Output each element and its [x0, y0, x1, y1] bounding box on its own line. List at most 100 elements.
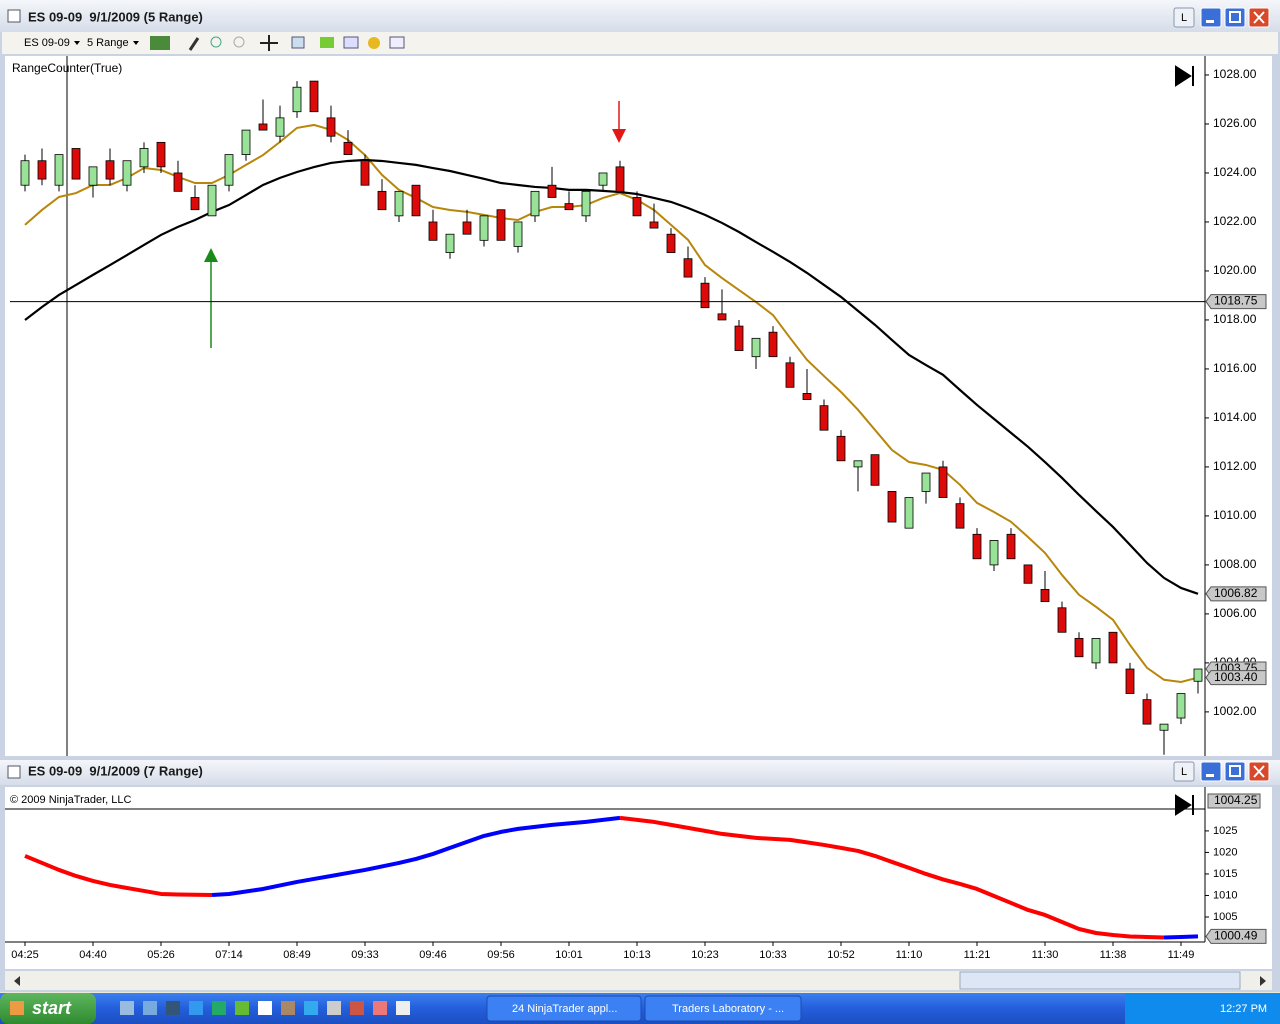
- indicator-line: [24, 854, 213, 898]
- indicator-line: [1163, 934, 1199, 940]
- copyright: © 2009 NinjaTrader, LLC: [10, 794, 131, 806]
- candle-body: [377, 190, 387, 211]
- minimize-button[interactable]: [1200, 7, 1222, 28]
- instrument-select[interactable]: ES 09-09: [24, 37, 70, 49]
- buy-arrowhead: [204, 248, 218, 262]
- candle-body: [309, 80, 319, 113]
- candle-body: [955, 503, 965, 529]
- candle-body: [292, 86, 302, 113]
- window-title: ES 09-09 9/1/2009 (7 Range): [28, 763, 203, 778]
- app-icon: [7, 9, 21, 23]
- candle-body: [887, 491, 897, 523]
- lock-button[interactable]: [1173, 761, 1195, 782]
- price-marker-label: 1018.75: [1214, 294, 1258, 308]
- icon: [1206, 774, 1214, 777]
- price-chart: 1002.001004.001006.001008.001010.001012.…: [10, 67, 1267, 755]
- title-bar: [0, 0, 1280, 32]
- x-tick-label: 10:33: [759, 949, 787, 961]
- quick-launch[interactable]: [120, 1001, 410, 1015]
- price-marker: [1205, 928, 1267, 944]
- crosshair-label: 1004.25: [1214, 793, 1258, 807]
- candle-body: [1057, 607, 1067, 633]
- candle-body: [173, 172, 183, 192]
- candle-body: [649, 221, 659, 229]
- maximize-button[interactable]: [1224, 7, 1246, 28]
- indicator-chart: 1005 1010 1015 1020 1025 04:25 04:40 05:26 07:14…: [11, 815, 1267, 961]
- candle-body: [683, 258, 693, 278]
- lock-button-label: L: [1181, 12, 1187, 24]
- candle-body: [241, 129, 251, 155]
- sell-arrowhead: [612, 129, 626, 143]
- icon: [1253, 11, 1265, 24]
- price-marker-label: 1003.40: [1214, 670, 1258, 684]
- candle-body: [462, 221, 472, 235]
- x-tick-label: 11:30: [1032, 949, 1059, 961]
- x-tick-label: 10:52: [827, 949, 855, 961]
- indicator-line: [619, 815, 1165, 940]
- candle-body: [445, 233, 455, 253]
- x-tick-label: 07:14: [215, 949, 243, 961]
- icon: [1229, 11, 1241, 23]
- scroll-thumb[interactable]: [959, 971, 1241, 990]
- maximize-button[interactable]: [1224, 761, 1246, 782]
- y-tick-label: 1002.00: [1213, 704, 1257, 718]
- scrollbar[interactable]: [5, 971, 1272, 990]
- candle-body: [547, 184, 557, 198]
- x-tick-label: 09:56: [487, 949, 515, 961]
- y-tick-label: 1014.00: [1213, 410, 1257, 424]
- candle-body: [1108, 631, 1118, 664]
- candle-body: [343, 141, 353, 155]
- price-marker: [1205, 670, 1267, 686]
- task-button[interactable]: [644, 995, 802, 1022]
- candle-body: [785, 362, 795, 388]
- task-label: 24 NinjaTrader appl...: [512, 1003, 617, 1015]
- candle-body: [768, 331, 778, 358]
- price-marker-label: 1006.82: [1214, 586, 1258, 600]
- candle-body: [122, 160, 132, 186]
- candle-body: [360, 160, 370, 186]
- start-button[interactable]: [0, 993, 96, 1024]
- window-buttons: L: [1173, 7, 1270, 28]
- scroll-end-icon[interactable]: [1175, 794, 1194, 816]
- candle-body: [1193, 668, 1203, 682]
- candle-body: [564, 203, 574, 211]
- candle-body: [581, 190, 591, 217]
- x-tick-label: 11:10: [896, 949, 923, 961]
- candle-body: [37, 160, 47, 180]
- clock: 12:27 PM: [1220, 1003, 1267, 1015]
- candle-body: [836, 435, 846, 462]
- candle-body: [904, 497, 914, 529]
- y-tick-label: 1026.00: [1213, 116, 1257, 130]
- minimize-button[interactable]: [1200, 761, 1222, 782]
- signal-arrows: [204, 101, 626, 348]
- y-tick-label: 1016.00: [1213, 361, 1257, 375]
- task-button[interactable]: [486, 995, 642, 1022]
- y-tick-label: 1028.00: [1213, 67, 1257, 81]
- x-tick-label: 11:38: [1100, 949, 1127, 961]
- candle-body: [1142, 699, 1152, 725]
- candle-body: [139, 148, 149, 168]
- candle-body: [156, 141, 166, 168]
- period-select[interactable]: 5 Range: [87, 37, 129, 49]
- lock-button[interactable]: [1173, 7, 1195, 28]
- candle-body: [1091, 637, 1101, 664]
- candle-body: [751, 337, 761, 358]
- x-tick-label: 08:49: [283, 949, 311, 961]
- x-tick-label: 10:23: [691, 949, 719, 961]
- y-tick-label: 1010.00: [1213, 508, 1257, 522]
- scroll-end-icon[interactable]: [1175, 65, 1194, 87]
- candle-body: [734, 325, 744, 351]
- y-tick-label: 1025: [1213, 825, 1237, 837]
- candle-body: [496, 209, 506, 241]
- candle-body: [1040, 589, 1050, 603]
- candle-body: [598, 172, 608, 186]
- y-tick-label: 1020.00: [1213, 263, 1257, 277]
- x-tick-label: 10:13: [623, 949, 651, 961]
- task-label: Traders Laboratory - ...: [672, 1003, 784, 1015]
- x-tick-label: 05:26: [147, 949, 175, 961]
- toolbar-icons[interactable]: [150, 35, 405, 51]
- x-tick-label: 10:01: [555, 949, 583, 961]
- x-tick-label: 04:25: [11, 949, 39, 961]
